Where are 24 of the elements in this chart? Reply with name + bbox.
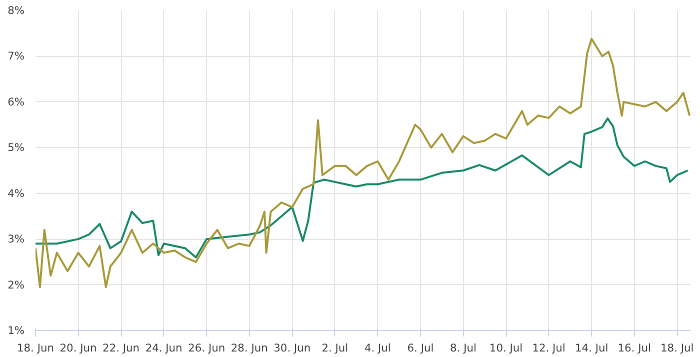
x-tick-label: 28. Jun <box>230 342 268 354</box>
x-tick-label: 18. Jul <box>660 342 694 354</box>
x-tick-label: 22. Jun <box>102 342 140 354</box>
y-tick-label: 4% <box>8 186 24 200</box>
x-tick-label: 10. Jul <box>489 342 523 354</box>
x-tick-label: 20. Jun <box>60 342 97 354</box>
x-tick-label: 14. Jul <box>574 342 608 354</box>
x-tick-label: 4. Jul <box>364 342 391 354</box>
y-tick-label: 1% <box>8 324 24 337</box>
x-tick-label: 24. Jun <box>145 342 182 354</box>
y-tick-label: 5% <box>8 141 24 154</box>
x-tick-label: 16. Jul <box>618 342 651 354</box>
x-tick-label: 18. Jun <box>17 342 54 354</box>
x-tick-label: 26. Jun <box>188 342 226 354</box>
x-tick-label: 2. Jul <box>322 342 348 354</box>
y-tick-label: 6% <box>8 95 24 108</box>
x-tick-label: 30. Jun <box>274 342 311 354</box>
x-tick-label: 6. Jul <box>407 342 434 354</box>
y-tick-label: 8% <box>8 4 24 17</box>
x-tick-label: 12. Jul <box>532 342 566 354</box>
y-tick-label: 3% <box>8 232 24 246</box>
x-tick-label: 8. Jul <box>450 342 476 354</box>
y-tick-label: 2% <box>8 278 24 292</box>
y-tick-label: 7% <box>8 50 24 63</box>
